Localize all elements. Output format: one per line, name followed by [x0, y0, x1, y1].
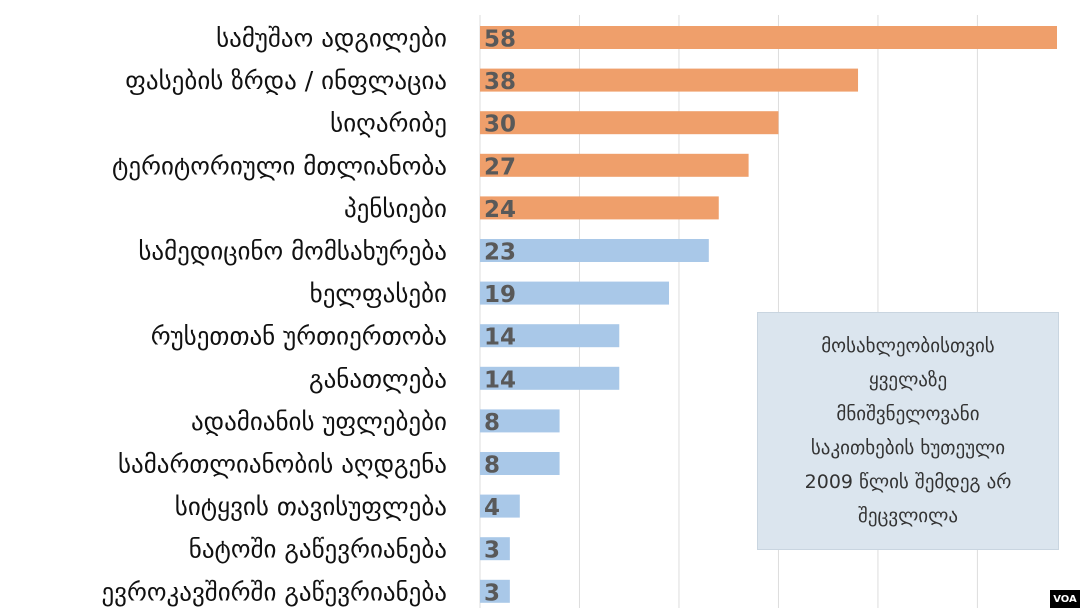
category-label-8: განათლება — [309, 364, 447, 393]
bar-0 — [480, 26, 1057, 49]
category-label-4: პენსიები — [344, 194, 447, 223]
value-label-13: 3 — [484, 580, 500, 606]
bar-4 — [480, 196, 719, 220]
value-label-6: 19 — [484, 282, 516, 308]
bar-1 — [480, 68, 859, 92]
category-label-7: რუსეთთან ურთიერთობა — [151, 322, 447, 351]
value-label-7: 14 — [484, 325, 516, 351]
category-label-12: ნატოში გაწევრიანება — [189, 535, 447, 564]
value-label-11: 4 — [484, 495, 500, 521]
category-label-13: ევროკავშირში გაწევრიანება — [101, 577, 447, 606]
voa-logo: VOA — [1050, 590, 1080, 608]
category-labels: სამუშაო ადგილები ფასების ზრდა / ინფლაცია ს… — [101, 24, 447, 607]
bar-2 — [480, 111, 779, 135]
value-label-8: 14 — [484, 367, 516, 393]
bar-11 — [480, 494, 520, 518]
value-label-9: 8 — [484, 410, 500, 436]
category-label-6: ხელფასები — [310, 279, 447, 308]
value-label-5: 23 — [484, 240, 516, 266]
category-label-1: ფასების ზრდა / ინფლაცია — [125, 66, 447, 95]
category-label-10: სამართლიანობის აღდგენა — [118, 450, 447, 479]
bar-6 — [480, 281, 670, 305]
bar-9 — [480, 409, 560, 433]
bar-3 — [480, 153, 749, 177]
bar-13 — [480, 579, 510, 603]
category-label-11: სიტყვის თავისუფლება — [175, 492, 447, 521]
value-label-10: 8 — [484, 453, 500, 479]
bars — [480, 26, 1057, 603]
value-label-1: 38 — [484, 69, 516, 95]
bar-7 — [480, 324, 620, 348]
category-label-2: სიღარიბე — [330, 109, 447, 138]
category-label-0: სამუშაო ადგილები — [216, 24, 447, 53]
category-label-5: სამედიცინო მომსახურება — [138, 237, 447, 266]
bar-5 — [480, 239, 709, 262]
value-label-12: 3 — [484, 538, 500, 564]
value-label-2: 30 — [484, 112, 516, 138]
category-label-3: ტერიტორიული მთლიანობა — [112, 151, 447, 180]
bar-8 — [480, 366, 620, 390]
annotation-text: მოსახლეობისთვის ყველაზე მნიშვნელოვანი სა… — [804, 335, 1012, 527]
category-label-9: ადამიანის უფლებები — [191, 407, 447, 436]
annotation-box: მოსახლეობისთვის ყველაზე მნიშვნელოვანი სა… — [757, 312, 1059, 550]
bar-12 — [480, 537, 510, 561]
value-label-3: 27 — [484, 154, 516, 180]
value-label-4: 24 — [484, 197, 516, 223]
value-label-0: 58 — [484, 27, 516, 53]
bar-10 — [480, 452, 560, 475]
value-labels: 58 38 30 27 24 23 19 14 14 8 8 4 3 3 — [484, 27, 516, 607]
